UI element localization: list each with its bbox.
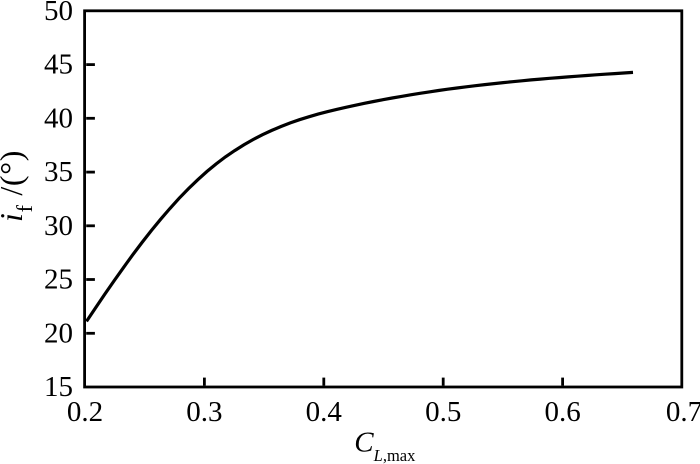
svg-text:25: 25: [44, 264, 73, 296]
svg-text:0.4: 0.4: [306, 396, 343, 428]
svg-text:45: 45: [44, 49, 73, 81]
svg-text:35: 35: [44, 156, 73, 188]
svg-text:0.2: 0.2: [67, 396, 103, 428]
svg-text:CL,max: CL,max: [354, 426, 416, 464]
svg-text:15: 15: [44, 371, 73, 403]
svg-text:0.3: 0.3: [186, 396, 222, 428]
svg-text:30: 30: [44, 210, 73, 242]
svg-text:20: 20: [44, 317, 73, 349]
svg-text:0.5: 0.5: [425, 396, 461, 428]
svg-text:50: 50: [44, 0, 73, 27]
svg-text:if /(°): if /(°): [0, 150, 37, 222]
svg-text:0.7: 0.7: [666, 396, 700, 428]
svg-text:0.6: 0.6: [544, 396, 580, 428]
svg-text:40: 40: [44, 102, 73, 134]
